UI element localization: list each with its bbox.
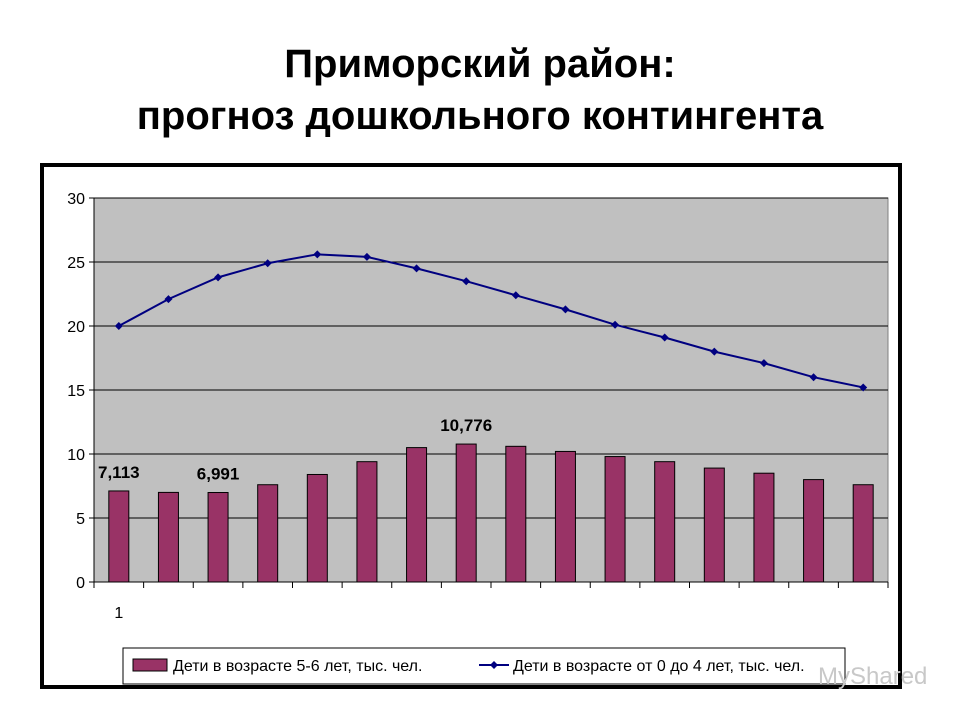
- legend-line-marker: [490, 661, 498, 669]
- y-tick-label: 20: [67, 319, 85, 336]
- y-tick-label: 15: [67, 383, 85, 400]
- legend-line-label: Дети в возрасте от 0 до 4 лет, тыс. чел.: [513, 658, 805, 675]
- data-label: 10,776: [440, 416, 492, 435]
- line-series: [114, 250, 868, 392]
- line-point: [263, 259, 272, 268]
- title-line-1: Приморский район:: [284, 42, 676, 86]
- bar: [306, 473, 328, 583]
- bar: [406, 447, 428, 583]
- line-point: [511, 291, 520, 300]
- line-point: [114, 322, 123, 330]
- line-point: [313, 250, 322, 259]
- data-label: 6,991: [197, 465, 240, 484]
- line-point: [561, 305, 570, 314]
- title-line-2: прогноз дошкольного контингента: [136, 94, 824, 138]
- bar: [803, 479, 825, 583]
- watermark: MyShared: [818, 663, 927, 690]
- line-point: [462, 277, 471, 286]
- bar: [505, 445, 527, 583]
- y-axis: 0 5 10 15 20 25 30: [67, 191, 95, 592]
- legend-bar-swatch: [132, 658, 168, 672]
- x-tick-label: 1: [114, 605, 123, 622]
- legend-box: [122, 647, 846, 685]
- bar: [703, 467, 725, 583]
- line-point: [164, 295, 173, 304]
- bar: [257, 484, 279, 583]
- bar: [852, 484, 874, 583]
- line-point: [809, 373, 818, 382]
- line-point: [214, 273, 223, 282]
- bar: [356, 461, 378, 583]
- legend-bar-label: Дети в возрасте 5-6 лет, тыс. чел.: [173, 658, 422, 675]
- bar-series: [108, 443, 874, 583]
- line-point: [412, 264, 421, 273]
- bar: [654, 461, 676, 583]
- line-point: [660, 333, 669, 342]
- y-tick-label: 0: [76, 575, 85, 592]
- data-labels: 7,113 6,991 10,776: [98, 416, 492, 483]
- y-tick-label: 10: [67, 447, 85, 464]
- y-tick-label: 30: [67, 191, 85, 208]
- legend: Дети в возрасте 5-6 лет, тыс. чел. Дети …: [122, 647, 846, 685]
- x-axis: 1: [93, 581, 889, 622]
- y-tick-label: 5: [76, 511, 85, 528]
- bar: [753, 472, 775, 583]
- line-point: [710, 347, 719, 356]
- y-tick-label: 25: [67, 255, 85, 272]
- bar: [455, 443, 477, 583]
- bar: [108, 490, 130, 583]
- line-point: [362, 252, 371, 261]
- bar: [554, 450, 576, 583]
- bar: [207, 492, 229, 583]
- line-point: [859, 383, 868, 392]
- line-point: [611, 320, 620, 329]
- bar: [604, 456, 626, 583]
- data-label: 7,113: [98, 463, 140, 482]
- page-title: Приморский район: прогноз дошкольного ко…: [0, 38, 960, 142]
- bar: [157, 491, 179, 583]
- line-path: [118, 253, 864, 389]
- line-point: [759, 359, 768, 368]
